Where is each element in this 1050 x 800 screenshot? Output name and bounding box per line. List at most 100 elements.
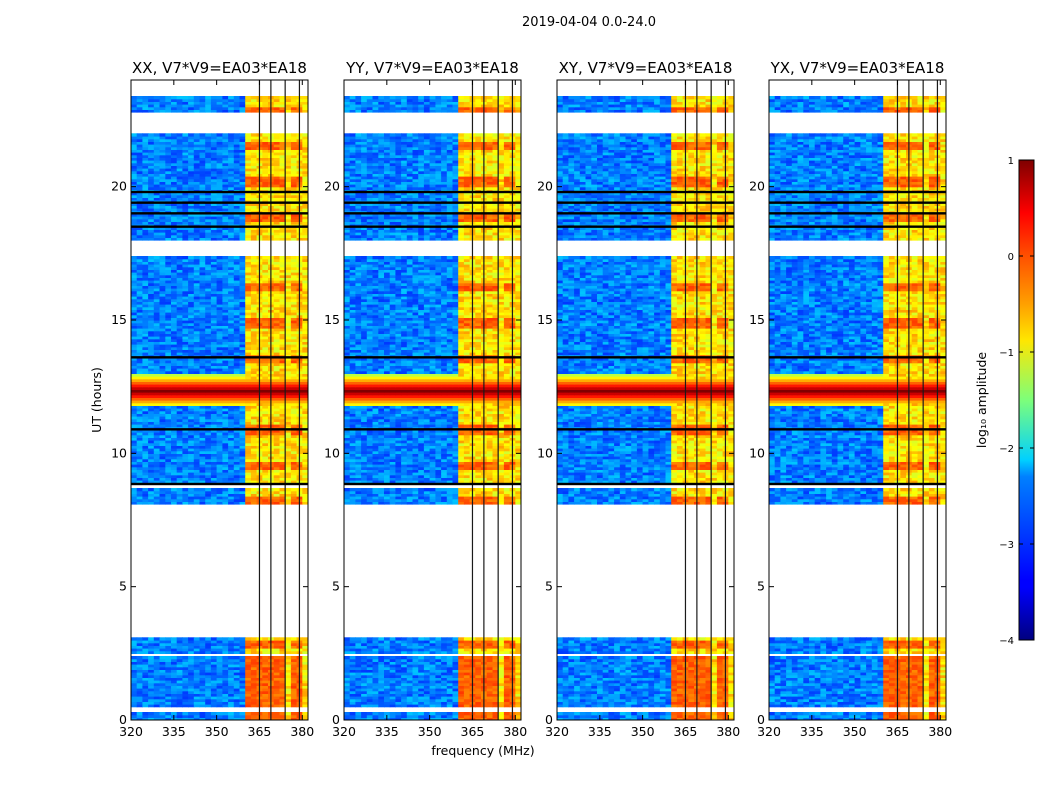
heatmap-cell — [222, 437, 229, 441]
heatmap-cell — [273, 346, 280, 350]
heatmap-cell — [153, 181, 161, 185]
heatmap-cell — [245, 144, 252, 148]
heatmap-cell — [142, 357, 149, 361]
heatmap-cell — [233, 666, 241, 670]
heatmap-cell — [182, 386, 189, 390]
heatmap-cell — [176, 693, 183, 697]
heatmap-cell — [285, 464, 292, 468]
heatmap-cell — [279, 408, 286, 412]
heatmap-cell — [222, 714, 229, 718]
heatmap-cell — [285, 696, 292, 700]
heatmap-cell — [273, 218, 280, 222]
heatmap-cell — [148, 696, 155, 700]
heatmap-cell — [216, 656, 223, 660]
heatmap-cell — [290, 437, 298, 441]
heatmap-cell — [142, 664, 149, 668]
heatmap-cell — [159, 472, 166, 476]
heatmap-cell — [205, 165, 212, 169]
heatmap-cell — [290, 170, 298, 174]
heatmap-cell — [250, 165, 258, 169]
heatmap-cell — [273, 133, 280, 137]
heatmap-cell — [205, 314, 212, 318]
heatmap-cell — [250, 466, 258, 470]
heatmap-cell — [131, 402, 138, 406]
heatmap-cell — [239, 232, 246, 236]
heatmap-cell — [302, 226, 308, 230]
heatmap-cell — [193, 370, 201, 374]
heatmap-cell — [188, 290, 195, 294]
heatmap-cell — [165, 272, 172, 276]
heatmap-cell — [239, 378, 246, 382]
heatmap-cell — [262, 357, 269, 361]
heatmap-cell — [245, 370, 252, 374]
heatmap-cell — [216, 448, 223, 452]
heatmap-cell — [302, 272, 308, 276]
heatmap-cell — [159, 696, 166, 700]
heatmap-cell — [131, 490, 138, 494]
heatmap-cell — [159, 218, 166, 222]
heatmap-cell — [165, 434, 172, 438]
heatmap-cell — [205, 192, 212, 196]
heatmap-cell — [171, 258, 178, 262]
heatmap-cell — [205, 701, 212, 705]
heatmap-cell — [233, 264, 241, 268]
heatmap-cell — [188, 450, 195, 454]
heatmap-cell — [239, 330, 246, 334]
heatmap-cell — [210, 317, 218, 321]
heatmap-cell — [165, 666, 172, 670]
heatmap-cell — [199, 453, 206, 457]
heatmap-cell — [153, 424, 161, 428]
heatmap-cell — [131, 640, 138, 644]
heatmap-cell — [279, 197, 286, 201]
heatmap-cell — [199, 362, 206, 366]
heatmap-cell — [136, 277, 143, 281]
heatmap-cell — [210, 701, 218, 705]
heatmap-cell — [142, 269, 149, 273]
heatmap-cell — [285, 461, 292, 465]
heatmap-cell — [245, 106, 252, 110]
heatmap-cell — [136, 402, 143, 406]
heatmap-cell — [262, 666, 269, 670]
heatmap-cell — [273, 290, 280, 294]
heatmap-cell — [131, 450, 138, 454]
heatmap-cell — [205, 138, 212, 142]
heatmap-cell — [222, 493, 229, 497]
heatmap-cell — [210, 306, 218, 310]
heatmap-cell — [205, 370, 212, 374]
heatmap-cell — [165, 437, 172, 441]
heatmap-cell — [159, 440, 166, 444]
heatmap-cell — [233, 194, 241, 198]
heatmap-cell — [131, 378, 138, 382]
heatmap-cell — [182, 498, 189, 502]
heatmap-cell — [205, 341, 212, 345]
heatmap-cell — [193, 408, 201, 412]
heatmap-cell — [279, 424, 286, 428]
heatmap-cell — [216, 149, 223, 153]
heatmap-cell — [290, 498, 298, 502]
heatmap-cell — [199, 472, 206, 476]
heatmap-cell — [142, 333, 149, 337]
heatmap-cell — [273, 658, 280, 662]
heatmap-cell — [176, 712, 183, 716]
heatmap-cell — [245, 176, 252, 180]
heatmap-cell — [148, 170, 155, 174]
heatmap-cell — [273, 109, 280, 113]
heatmap-cell — [216, 373, 223, 377]
heatmap-cell — [279, 378, 286, 382]
heatmap-cell — [222, 312, 229, 316]
heatmap-cell — [210, 640, 218, 644]
heatmap-cell — [228, 336, 235, 340]
heatmap-cell — [176, 456, 183, 460]
heatmap-cell — [245, 656, 252, 660]
heatmap-cell — [142, 336, 149, 340]
heatmap-cell — [159, 325, 166, 329]
heatmap-cell — [182, 338, 189, 342]
heatmap-cell — [222, 637, 229, 641]
heatmap-cell — [188, 170, 195, 174]
heatmap-cell — [216, 645, 223, 649]
heatmap-cell — [153, 261, 161, 265]
heatmap-cell — [199, 421, 206, 425]
heatmap-cell — [222, 144, 229, 148]
heatmap-cell — [171, 216, 178, 220]
heatmap-cell — [285, 141, 292, 145]
